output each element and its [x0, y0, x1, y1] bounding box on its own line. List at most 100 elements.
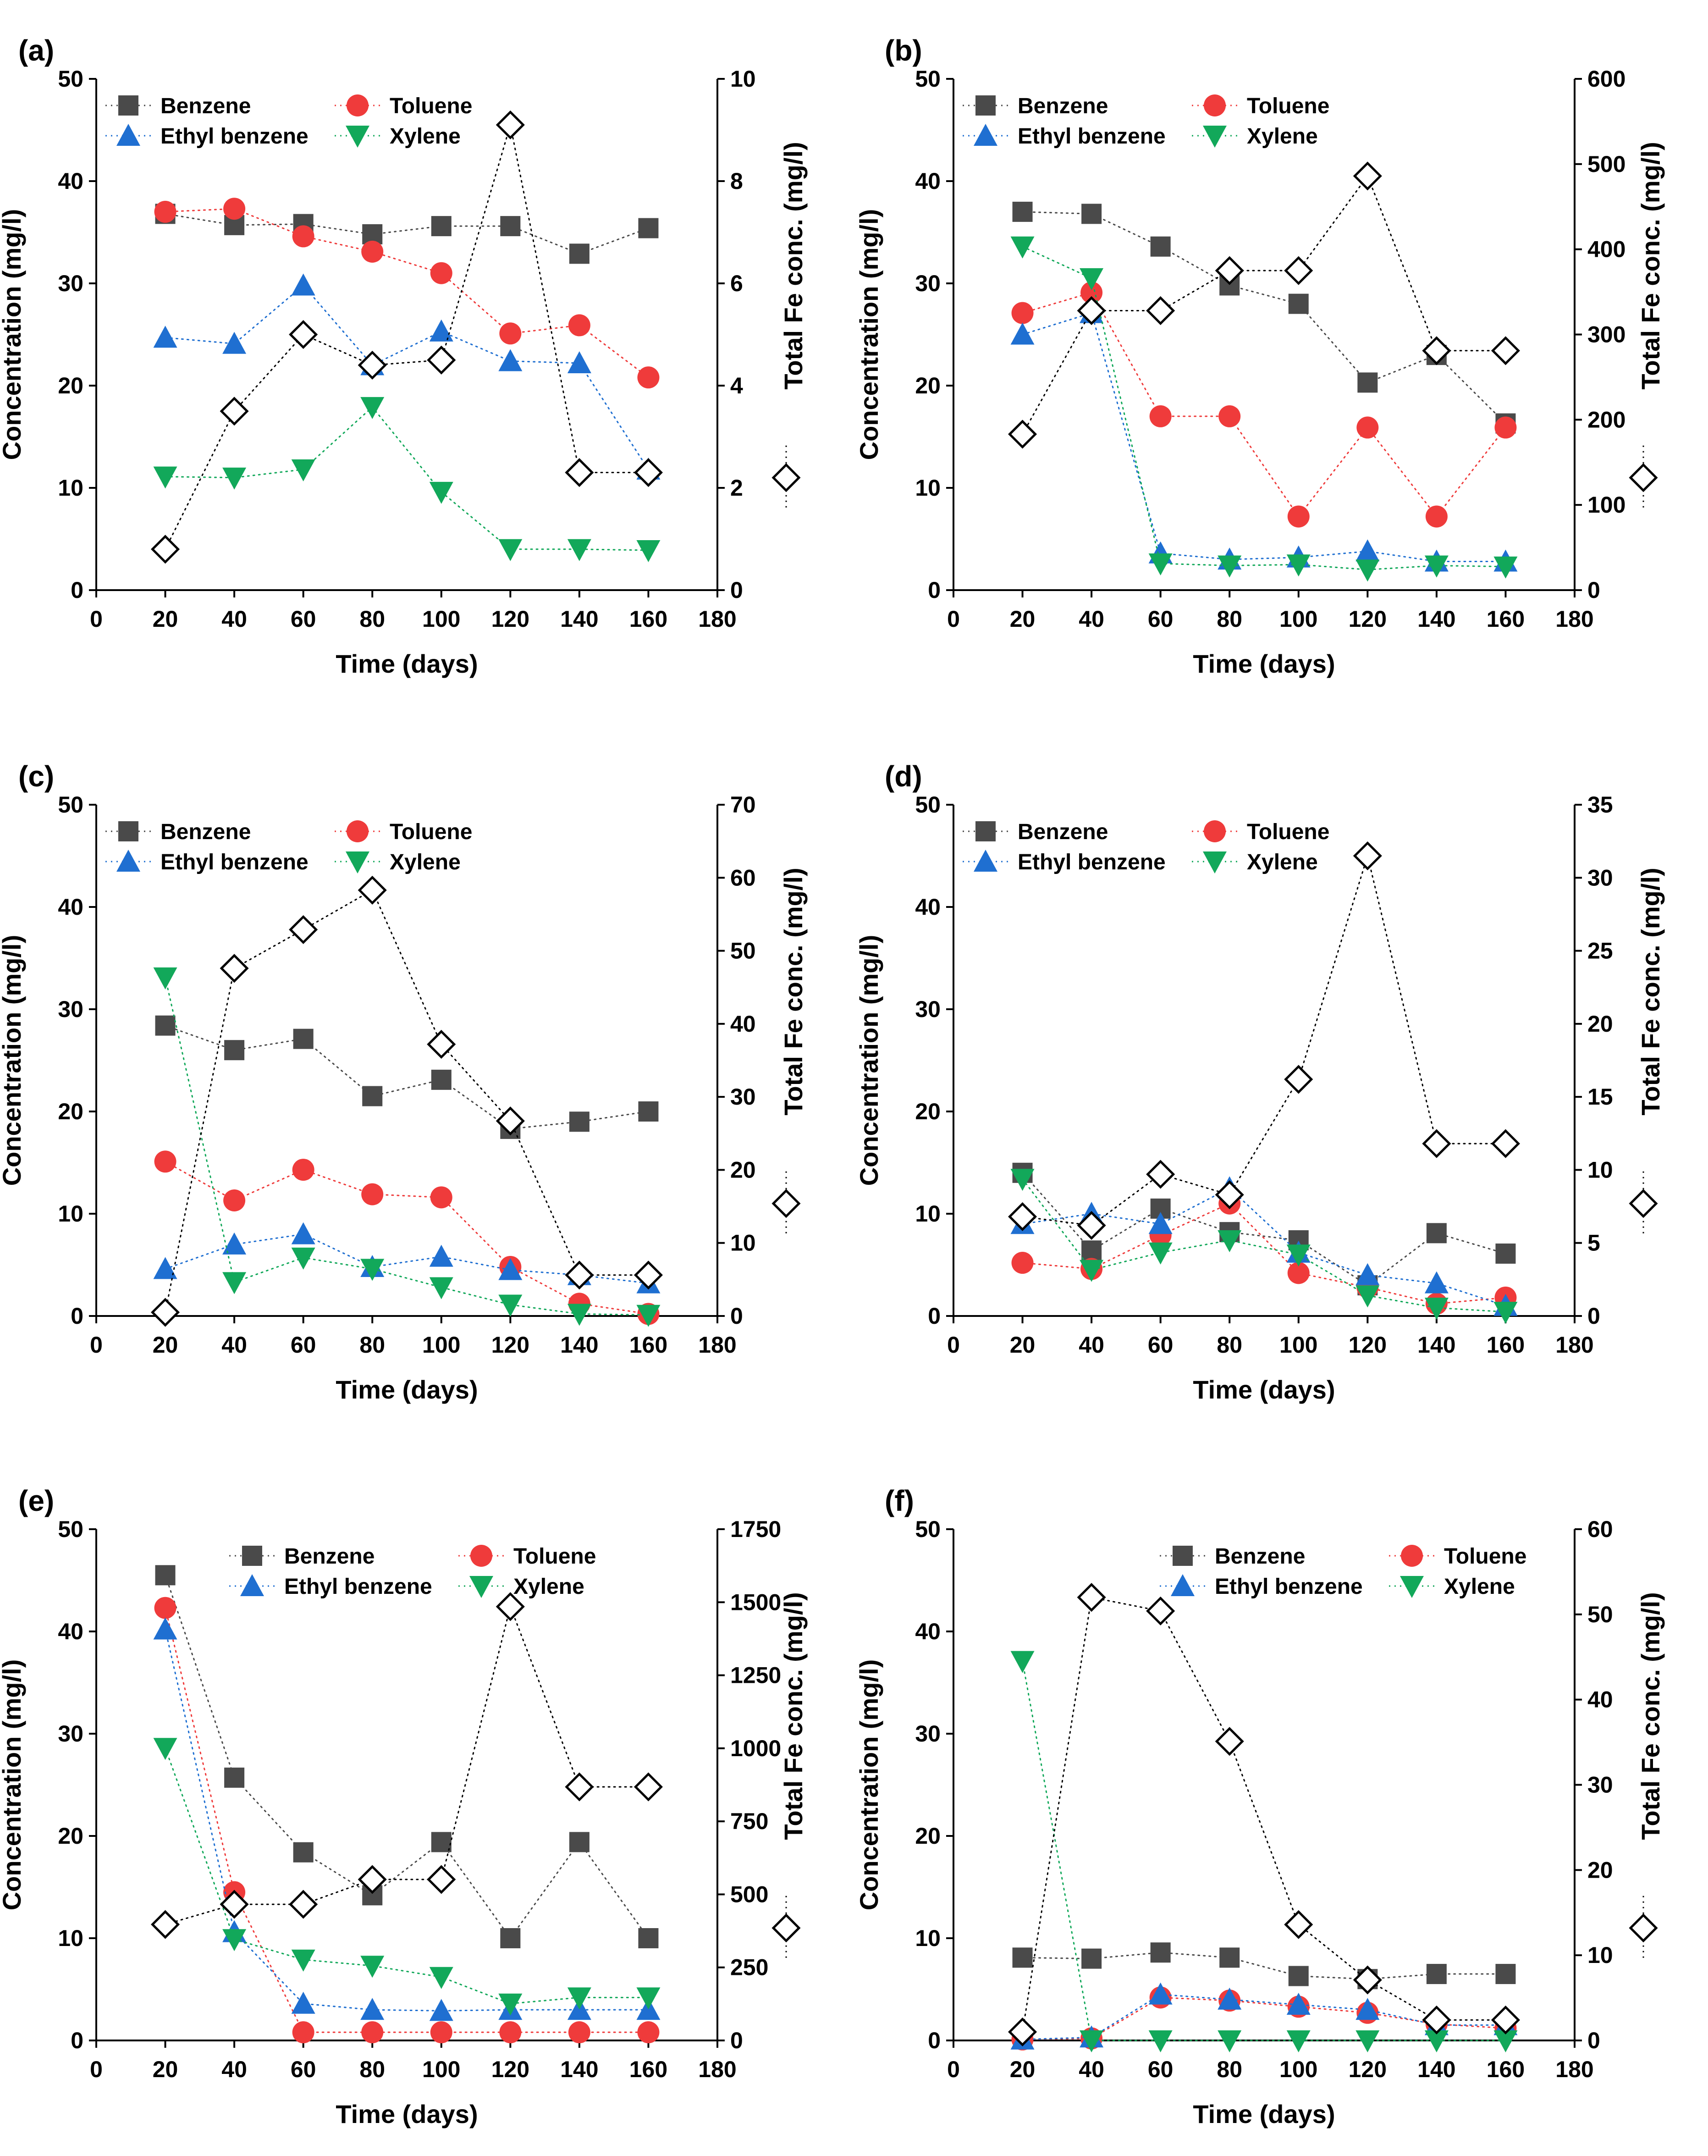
fe-point	[1146, 296, 1175, 326]
benzene-point	[1150, 236, 1171, 257]
legend-marker-xylene	[346, 851, 369, 873]
xylene-point	[429, 1967, 453, 1989]
legend-marker-benzene	[1173, 1546, 1193, 1566]
benzene-point	[1426, 1223, 1447, 1244]
x-tick-label: 60	[291, 2056, 316, 2082]
xylene-point	[498, 539, 523, 561]
x-tick-label: 80	[1217, 1332, 1242, 1358]
chart-panel-5: (e)0 20 40 60 80 100 120 140 160 1800102030405002…	[0, 1484, 808, 2128]
toluene-point	[430, 2021, 452, 2044]
y2-tick-label: 750	[730, 1808, 768, 1834]
benzene-point	[500, 1928, 521, 1948]
y2-axis-title: Total Fe conc. (mg/l)	[779, 868, 808, 1115]
toluene-point	[292, 1159, 314, 1181]
legend-label-xylene: Xylene	[1247, 124, 1318, 149]
y2-tick-label: 20	[1587, 1011, 1613, 1037]
benzene-point	[569, 1111, 590, 1132]
fe-point	[151, 1910, 180, 1939]
fe-point	[565, 1260, 594, 1290]
benzene-point	[224, 1767, 245, 1788]
benzene-line	[1022, 1951, 1506, 1980]
ethylbenzene-point	[291, 273, 315, 296]
y-tick-label: 30	[58, 996, 83, 1022]
toluene-point	[292, 225, 314, 248]
toluene-point	[1287, 505, 1310, 528]
benzene-point	[1150, 1942, 1171, 1963]
x-tick-label: 0	[90, 1332, 103, 1358]
benzene-point	[1081, 204, 1102, 224]
fe-legend-marker	[771, 463, 801, 492]
legend-label-toluene: Toluene	[390, 94, 472, 118]
xylene-point	[1493, 556, 1518, 579]
benzene-point	[1081, 1948, 1102, 1969]
y-tick-label: 20	[58, 1823, 83, 1849]
fe-point	[289, 320, 318, 349]
ethylbenzene-line	[1022, 312, 1506, 563]
x-axis-title: Time (days)	[336, 1375, 478, 1404]
panel-label: (c)	[18, 760, 54, 793]
legend-label-ethylbenzene: Ethyl benzene	[1018, 850, 1166, 874]
y-tick-label: 50	[58, 792, 83, 818]
fe-point	[1008, 1202, 1037, 1231]
x-tick-label: 20	[1010, 1332, 1036, 1358]
benzene-point	[1081, 1240, 1102, 1261]
benzene-point	[293, 1028, 314, 1049]
ethylbenzene-point	[222, 1232, 247, 1255]
y-axis-title: Concentration (mg/l)	[854, 1659, 883, 1911]
x-tick-label: 180	[698, 2056, 736, 2082]
benzene-point	[500, 216, 521, 237]
y2-axis-title: Total Fe conc. (mg/l)	[1636, 868, 1665, 1115]
ethylbenzene-line	[165, 1629, 649, 2012]
benzene-point	[431, 216, 452, 237]
legend-marker-xylene	[1203, 851, 1227, 873]
toluene-point	[1011, 1252, 1034, 1274]
axes-frame	[95, 805, 718, 1317]
y2-tick-label: 100	[1587, 492, 1625, 518]
fe-point	[1353, 841, 1382, 871]
legend-label-benzene: Benzene	[1018, 94, 1108, 118]
y2-tick-label: 10	[730, 1230, 756, 1256]
y-tick-label: 50	[58, 66, 83, 92]
fe-point	[496, 1106, 525, 1136]
y2-tick-label: 50	[730, 938, 756, 964]
fe-point	[1284, 1910, 1313, 1939]
benzene-point	[293, 1842, 314, 1863]
xylene-point	[1286, 1244, 1311, 1267]
benzene-point	[1357, 372, 1378, 393]
x-tick-label: 40	[1079, 1332, 1104, 1358]
y2-tick-label: 40	[1587, 1687, 1613, 1713]
x-tick-label: 180	[1555, 1332, 1593, 1358]
toluene-point	[637, 2021, 660, 2044]
x-tick-label: 140	[560, 1332, 598, 1358]
legend-label-toluene: Toluene	[513, 1544, 596, 1569]
x-tick-label: 140	[560, 606, 598, 632]
legend-label-xylene: Xylene	[390, 850, 461, 874]
y2-tick-label: 30	[1587, 1772, 1613, 1798]
x-tick-label: 40	[221, 2056, 247, 2082]
y2-tick-label: 200	[1587, 407, 1625, 432]
y-tick-label: 10	[58, 1201, 83, 1227]
benzene-point	[155, 1565, 176, 1586]
fe-point	[634, 1260, 663, 1290]
xylene-point	[1218, 2030, 1242, 2052]
y2-tick-label: 1250	[730, 1663, 781, 1688]
xylene-point	[567, 539, 591, 561]
x-tick-label: 20	[153, 1332, 178, 1358]
x-tick-label: 0	[90, 2056, 103, 2082]
fe-line	[165, 1604, 649, 1925]
y2-tick-label: 30	[730, 1084, 756, 1110]
toluene-point	[154, 1597, 176, 1619]
y-tick-label: 30	[58, 1721, 83, 1747]
xylene-point	[1493, 1302, 1518, 1324]
ethylbenzene-line	[1022, 1187, 1506, 1307]
toluene-point	[1425, 505, 1448, 528]
y-tick-label: 40	[915, 168, 941, 194]
fe-point	[358, 1865, 387, 1894]
fe-legend-marker	[771, 1913, 801, 1943]
xylene-point	[1286, 554, 1311, 577]
y-tick-label: 50	[915, 66, 941, 92]
legend-label-ethylbenzene: Ethyl benzene	[284, 1575, 432, 1599]
x-tick-label: 180	[698, 606, 736, 632]
axes-frame	[95, 1529, 718, 2041]
legend-marker-toluene	[1204, 820, 1226, 842]
